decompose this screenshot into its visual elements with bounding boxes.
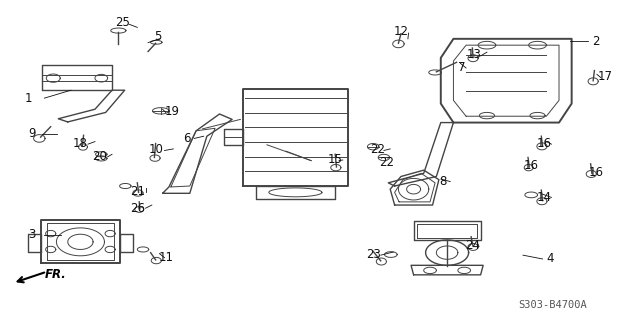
Text: 18: 18 xyxy=(73,137,88,150)
Text: 11: 11 xyxy=(158,251,173,264)
Text: 20: 20 xyxy=(92,150,107,163)
Text: S303-B4700A: S303-B4700A xyxy=(518,300,587,310)
Text: 25: 25 xyxy=(116,16,130,29)
Text: 13: 13 xyxy=(467,48,482,61)
Text: 12: 12 xyxy=(394,25,408,38)
Text: 17: 17 xyxy=(598,70,613,84)
Text: 22: 22 xyxy=(370,143,385,156)
Text: 21: 21 xyxy=(130,185,145,197)
Text: 22: 22 xyxy=(380,156,394,169)
Text: 23: 23 xyxy=(366,248,380,261)
Text: 5: 5 xyxy=(154,30,162,44)
Text: 1: 1 xyxy=(24,92,32,105)
Text: 15: 15 xyxy=(328,153,343,166)
Text: 19: 19 xyxy=(164,105,180,118)
Text: 16: 16 xyxy=(537,137,551,150)
Text: 3: 3 xyxy=(28,228,36,241)
Text: 8: 8 xyxy=(439,175,446,188)
Text: 10: 10 xyxy=(149,143,164,156)
Text: 9: 9 xyxy=(28,127,36,140)
Text: 16: 16 xyxy=(524,159,538,172)
Text: 6: 6 xyxy=(183,132,190,145)
Text: 2: 2 xyxy=(592,35,599,48)
Text: 26: 26 xyxy=(130,202,145,215)
Text: 16: 16 xyxy=(588,165,603,179)
Text: 4: 4 xyxy=(546,252,554,266)
Text: 7: 7 xyxy=(458,60,465,74)
Text: FR.: FR. xyxy=(44,268,66,281)
Text: 24: 24 xyxy=(465,238,480,252)
Text: 14: 14 xyxy=(537,191,551,204)
